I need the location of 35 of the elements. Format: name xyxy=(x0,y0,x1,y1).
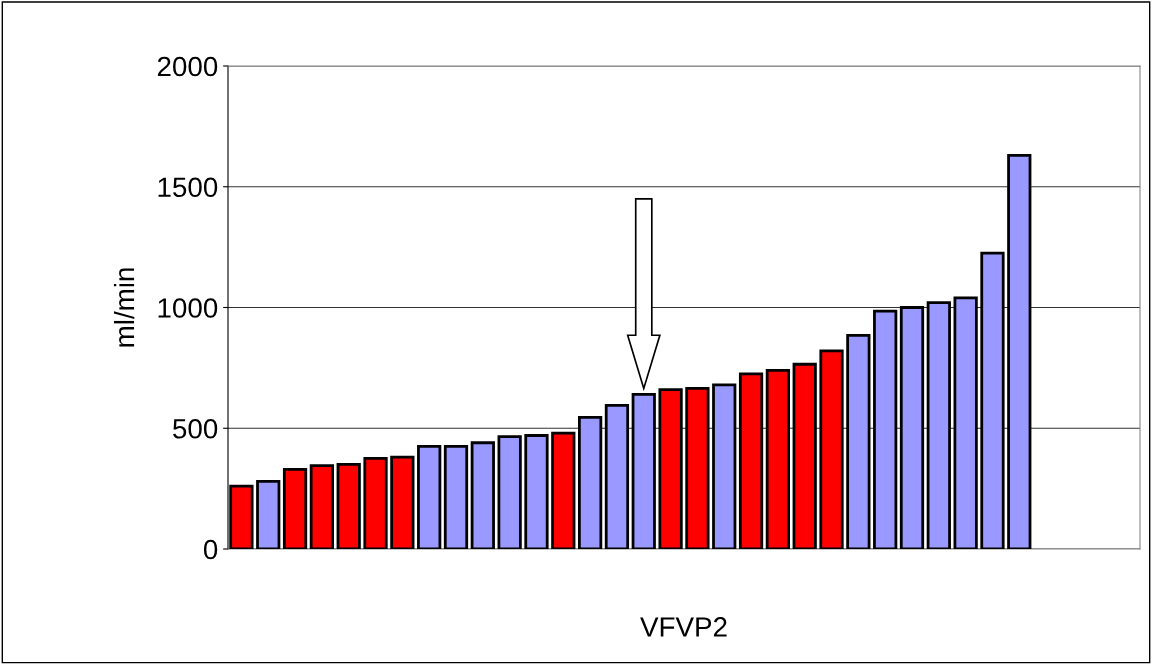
bar xyxy=(363,457,388,549)
y-tick-label: 0 xyxy=(203,539,218,560)
bar xyxy=(926,301,951,549)
bar xyxy=(470,441,495,549)
bar xyxy=(551,431,576,549)
y-tick-label: 2000 xyxy=(157,56,218,77)
y-axis-title: ml/min xyxy=(113,268,135,347)
bar xyxy=(309,464,334,549)
bar xyxy=(712,383,737,549)
bar xyxy=(497,435,522,549)
bar xyxy=(390,455,415,549)
bar xyxy=(604,403,630,549)
bar xyxy=(417,444,442,549)
bar xyxy=(953,296,978,549)
bar xyxy=(738,372,764,549)
bar xyxy=(578,415,603,549)
bar xyxy=(256,479,281,549)
bar xyxy=(685,387,710,549)
bar xyxy=(980,251,1005,549)
bar xyxy=(282,467,308,549)
y-tick-label: 500 xyxy=(173,418,218,439)
bar xyxy=(873,309,898,549)
bar xyxy=(336,463,361,549)
bar xyxy=(899,306,925,549)
bar xyxy=(1007,153,1032,549)
y-tick-label: 1500 xyxy=(158,177,218,198)
bar xyxy=(658,388,683,549)
bar xyxy=(524,434,549,549)
x-axis-title: VFVP2 xyxy=(640,617,727,637)
bar xyxy=(819,349,844,549)
bar xyxy=(792,362,817,549)
y-tick-label: 1000 xyxy=(158,298,218,318)
bar xyxy=(443,444,469,549)
bar xyxy=(765,368,790,549)
bar xyxy=(846,333,871,549)
